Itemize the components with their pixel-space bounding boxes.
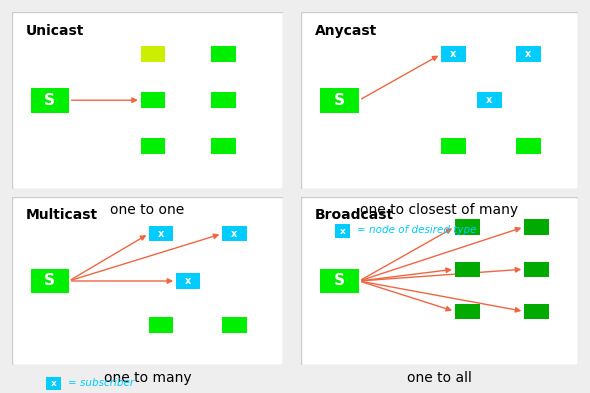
Bar [477, 92, 502, 108]
Text: x: x [231, 229, 237, 239]
Bar [455, 262, 480, 277]
Text: one to one: one to one [110, 203, 185, 217]
Bar [516, 46, 541, 62]
Bar [222, 226, 247, 241]
Bar [524, 304, 549, 319]
Bar [211, 46, 236, 62]
Bar [455, 219, 480, 235]
Bar [211, 92, 236, 108]
Bar [320, 269, 359, 293]
Bar [222, 317, 247, 332]
FancyBboxPatch shape [12, 12, 283, 189]
Text: x: x [340, 227, 346, 235]
Text: one to all: one to all [407, 371, 472, 385]
Bar [141, 92, 165, 108]
Bar [524, 262, 549, 277]
Text: one to closest of many: one to closest of many [360, 203, 519, 217]
Text: x: x [51, 379, 57, 388]
Text: x: x [486, 95, 493, 105]
Bar [441, 46, 466, 62]
FancyBboxPatch shape [12, 196, 283, 365]
Bar [211, 138, 236, 154]
Bar [149, 317, 173, 332]
Bar [176, 274, 201, 288]
Bar [516, 138, 541, 154]
Bar [141, 138, 165, 154]
FancyBboxPatch shape [301, 12, 578, 189]
Bar [31, 88, 69, 112]
Bar [149, 226, 173, 241]
Text: S: S [44, 274, 55, 288]
Bar [455, 304, 480, 319]
Text: one to many: one to many [104, 371, 191, 385]
Bar [141, 46, 165, 62]
Text: = subscriber: = subscriber [68, 378, 134, 388]
Text: S: S [334, 93, 345, 108]
Text: x: x [450, 49, 457, 59]
Text: x: x [525, 49, 532, 59]
Text: = node of desired type: = node of desired type [357, 225, 477, 235]
Text: Multicast: Multicast [25, 208, 97, 222]
FancyBboxPatch shape [301, 196, 578, 365]
Bar [320, 88, 359, 112]
Text: x: x [185, 276, 191, 286]
Text: Unicast: Unicast [25, 24, 84, 38]
Text: Anycast: Anycast [315, 24, 377, 38]
Text: S: S [44, 93, 55, 108]
Bar [524, 219, 549, 235]
Text: S: S [334, 274, 345, 288]
Bar [441, 138, 466, 154]
Text: x: x [158, 229, 164, 239]
Bar [31, 269, 69, 293]
Text: Broadcast: Broadcast [315, 208, 394, 222]
